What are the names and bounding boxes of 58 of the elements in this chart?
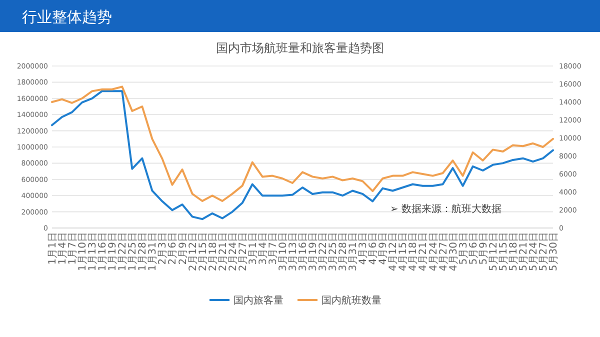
x-tick-label: 1月1日 (48, 232, 58, 265)
x-tick-label: 2月21日 (218, 232, 229, 272)
x-tick-label: 4月15日 (398, 232, 410, 272)
x-tick-label: 5月21日 (518, 232, 530, 272)
x-tick-label: 1月7日 (68, 232, 79, 265)
x-tick-label: 3月19日 (308, 232, 320, 272)
x-tick-label: 1月31日 (148, 232, 159, 272)
x-tick-label: 4月3日 (358, 232, 370, 265)
x-tick-label: 4月30日 (448, 232, 460, 272)
legend-label: 国内航班数量 (322, 294, 382, 306)
x-tick-label: 3月28日 (338, 232, 350, 272)
x-tick-label: 5月6日 (468, 232, 480, 265)
x-tick-label: 1月28日 (138, 232, 149, 272)
x-tick-label: 4月9日 (378, 232, 390, 265)
x-tick-label: 3月1日 (248, 232, 259, 265)
x-tick-label: 3月25日 (328, 232, 340, 272)
x-tick-label: 5月27日 (538, 232, 550, 272)
x-tick-label: 1月10日 (78, 232, 89, 272)
x-tick-label: 2月3日 (158, 232, 169, 265)
x-tick-label: 2月24日 (228, 232, 239, 272)
x-tick-label: 3月22日 (318, 232, 330, 272)
x-tick-label: 3月31日 (348, 232, 360, 272)
x-tick-label: 2月27日 (238, 232, 249, 272)
x-tick-label: 4月21日 (418, 232, 430, 272)
x-tick-label: 3月16日 (298, 232, 309, 272)
x-tick-label: 5月18日 (508, 232, 520, 272)
x-tick-label: 4月24日 (428, 232, 440, 272)
x-tick-label: 2月6日 (168, 232, 179, 265)
x-tick-label: 5月12日 (488, 232, 500, 272)
x-tick-label: 4月27日 (438, 232, 450, 272)
x-tick-label: 4月18日 (408, 232, 420, 272)
x-tick-label: 2月12日 (188, 232, 199, 272)
x-tick-label: 3月7日 (268, 232, 279, 265)
annotation: ➢ 数据来源：航班大数据 (390, 202, 502, 215)
line-series (51, 86, 554, 202)
x-tick-label: 3月10日 (278, 232, 289, 272)
x-tick-label: 5月30日 (548, 232, 560, 272)
x-tick-label: 3月4日 (258, 232, 269, 265)
x-tick-label: 1月25日 (128, 232, 139, 272)
x-tick-label: 4月6日 (368, 232, 380, 265)
legend-label: 国内旅客量 (234, 294, 284, 306)
x-tick-label: 2月15日 (198, 232, 209, 272)
x-tick-label: 5月3日 (458, 232, 470, 265)
x-tick-label: 1月13日 (88, 232, 99, 272)
chart-subtitle: 国内市场航班量和旅客量趋势图 (216, 41, 384, 55)
chart-title: 行业整体趋势 (22, 8, 112, 26)
line-series (51, 90, 554, 220)
x-tick-label: 2月9日 (178, 232, 189, 265)
x-tick-label: 5月15日 (498, 232, 510, 272)
x-tick-label: 4月12日 (388, 232, 400, 272)
x-tick-label: 5月24日 (528, 232, 540, 272)
x-tick-label: 1月4日 (58, 232, 69, 265)
x-tick-label: 3月13日 (288, 232, 299, 272)
x-tick-label: 1月16日 (98, 232, 109, 272)
x-tick-label: 5月9日 (478, 232, 490, 265)
x-tick-label: 2月18日 (208, 232, 219, 272)
x-tick-label: 1月22日 (118, 232, 129, 272)
x-tick-label: 1月19日 (108, 232, 119, 272)
